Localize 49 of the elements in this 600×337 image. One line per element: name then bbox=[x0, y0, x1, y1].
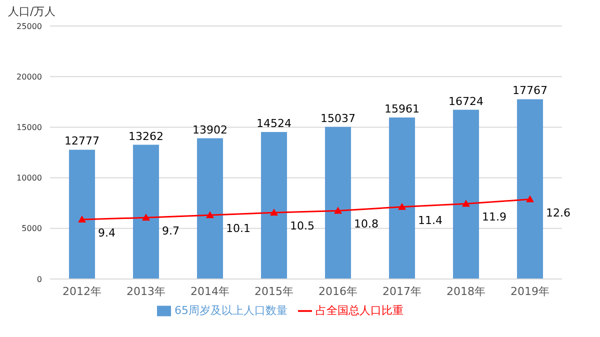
data-label: 11.4 bbox=[418, 214, 442, 227]
point bbox=[462, 200, 470, 207]
data-label: 10.1 bbox=[226, 222, 250, 236]
y-tick-label: 15000 bbox=[16, 123, 42, 132]
data-label: 15037 bbox=[320, 112, 356, 125]
data-label: 14524 bbox=[256, 117, 292, 130]
bar bbox=[261, 132, 287, 279]
point bbox=[398, 202, 406, 210]
x-tick-label: 2018年 bbox=[446, 284, 486, 298]
x-tick-label: 2014年 bbox=[190, 284, 230, 298]
x-tick-label: 2017年 bbox=[382, 284, 422, 298]
legend-label: 占全国总人口比重 bbox=[316, 304, 404, 317]
y-tick-label: 5000 bbox=[22, 224, 42, 234]
data-label: 11.9 bbox=[482, 210, 506, 224]
bar bbox=[325, 126, 351, 279]
bar bbox=[517, 99, 543, 279]
x-tick-label: 2016年 bbox=[318, 284, 358, 298]
point bbox=[78, 216, 86, 223]
y-tick-label: 25000 bbox=[16, 22, 42, 31]
data-label: 10.8 bbox=[354, 218, 378, 231]
x-tick-label: 2012年 bbox=[62, 284, 102, 298]
bar bbox=[453, 110, 479, 279]
x-tick-label: 2013年 bbox=[126, 284, 166, 298]
legend-label: 65周岁及以上人口数量 bbox=[174, 304, 288, 317]
data-label: 10.5 bbox=[290, 220, 314, 233]
y-tick-label: 0 bbox=[36, 274, 42, 284]
point bbox=[142, 214, 150, 221]
data-label: 15961 bbox=[384, 102, 420, 116]
data-label: 13262 bbox=[128, 130, 164, 143]
bar bbox=[389, 117, 415, 279]
y-tick-label: 10000 bbox=[16, 174, 42, 183]
x-tick-label: 2015年 bbox=[254, 284, 294, 298]
data-label: 17767 bbox=[512, 84, 548, 98]
point bbox=[526, 195, 534, 202]
data-label: 9.7 bbox=[162, 224, 180, 238]
bar bbox=[197, 138, 223, 279]
y-axis-title: 人口/万人 bbox=[8, 4, 56, 19]
bar bbox=[133, 144, 159, 279]
data-label: 9.4 bbox=[98, 226, 116, 240]
y-tick-label: 20000 bbox=[16, 72, 42, 82]
data-label: 13902 bbox=[192, 123, 228, 136]
data-label: 12.6 bbox=[546, 206, 570, 220]
point bbox=[334, 206, 342, 214]
bar bbox=[69, 150, 95, 279]
point bbox=[270, 208, 278, 216]
data-label: 16724 bbox=[448, 94, 484, 108]
x-tick-label: 2019年 bbox=[510, 284, 550, 298]
data-label: 12777 bbox=[64, 134, 100, 148]
point bbox=[206, 211, 214, 218]
